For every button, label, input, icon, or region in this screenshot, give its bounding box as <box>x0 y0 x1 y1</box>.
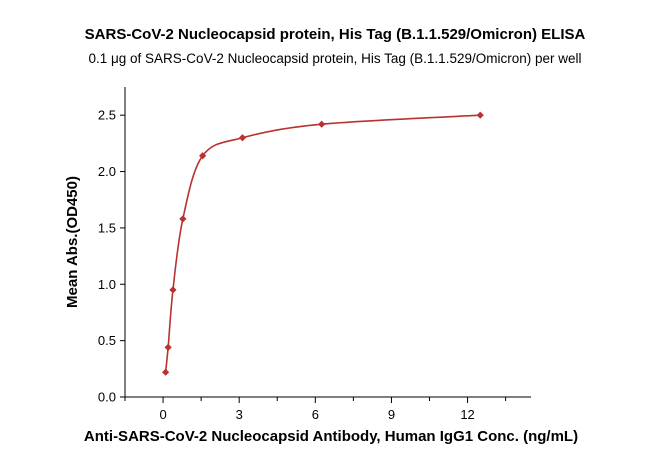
data-point <box>199 152 207 160</box>
x-axis-title: Anti-SARS-CoV-2 Nucleocapsid Antibody, H… <box>84 428 578 445</box>
chart-title: SARS-CoV-2 Nucleocapsid protein, His Tag… <box>85 26 586 43</box>
chart-subtitle: 0.1 μg of SARS-CoV-2 Nucleocapsid protei… <box>88 51 581 66</box>
y-tick-label: 0.0 <box>98 390 116 405</box>
x-ticks: 0 3 6 9 12 <box>124 397 507 422</box>
y-tick-label: 1.0 <box>98 277 116 292</box>
x-tick-label: 6 <box>312 407 319 422</box>
data-point <box>162 368 170 376</box>
fit-curve <box>164 114 481 373</box>
x-tick-label: 12 <box>460 407 474 422</box>
y-tick-label: 1.5 <box>98 220 116 235</box>
x-tick-label: 3 <box>236 407 243 422</box>
data-point <box>179 215 187 223</box>
x-tick-label: 9 <box>388 407 395 422</box>
y-tick-label: 2.5 <box>98 108 116 123</box>
data-point <box>318 120 326 128</box>
data-point <box>169 286 177 294</box>
series-layer <box>162 111 484 376</box>
data-point <box>164 343 172 351</box>
x-tick-label: 0 <box>159 407 166 422</box>
y-tick-label: 2.0 <box>98 164 116 179</box>
y-axis-title: Mean Abs.(OD450) <box>64 176 81 308</box>
y-tick-label: 0.5 <box>98 333 116 348</box>
data-point <box>476 111 484 119</box>
data-point <box>238 134 247 142</box>
y-ticks: 0.0 0.5 1.0 1.5 2.0 2.5 <box>98 108 125 405</box>
plot-area: 0.0 0.5 1.0 1.5 2.0 2.5 0 3 6 9 12 <box>98 87 531 422</box>
